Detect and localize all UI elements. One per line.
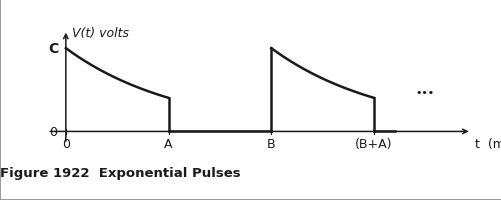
- Text: t  (ms): t (ms): [473, 138, 501, 151]
- Text: B: B: [267, 138, 275, 151]
- Text: 0: 0: [50, 125, 58, 138]
- Text: C: C: [48, 42, 59, 56]
- Text: ...: ...: [415, 80, 434, 98]
- Text: V(t) volts: V(t) volts: [72, 26, 129, 39]
- Text: Figure 1922  Exponential Pulses: Figure 1922 Exponential Pulses: [1, 166, 240, 179]
- Text: A: A: [164, 138, 172, 151]
- Text: (B+A): (B+A): [355, 138, 392, 151]
- Text: 0: 0: [62, 138, 70, 151]
